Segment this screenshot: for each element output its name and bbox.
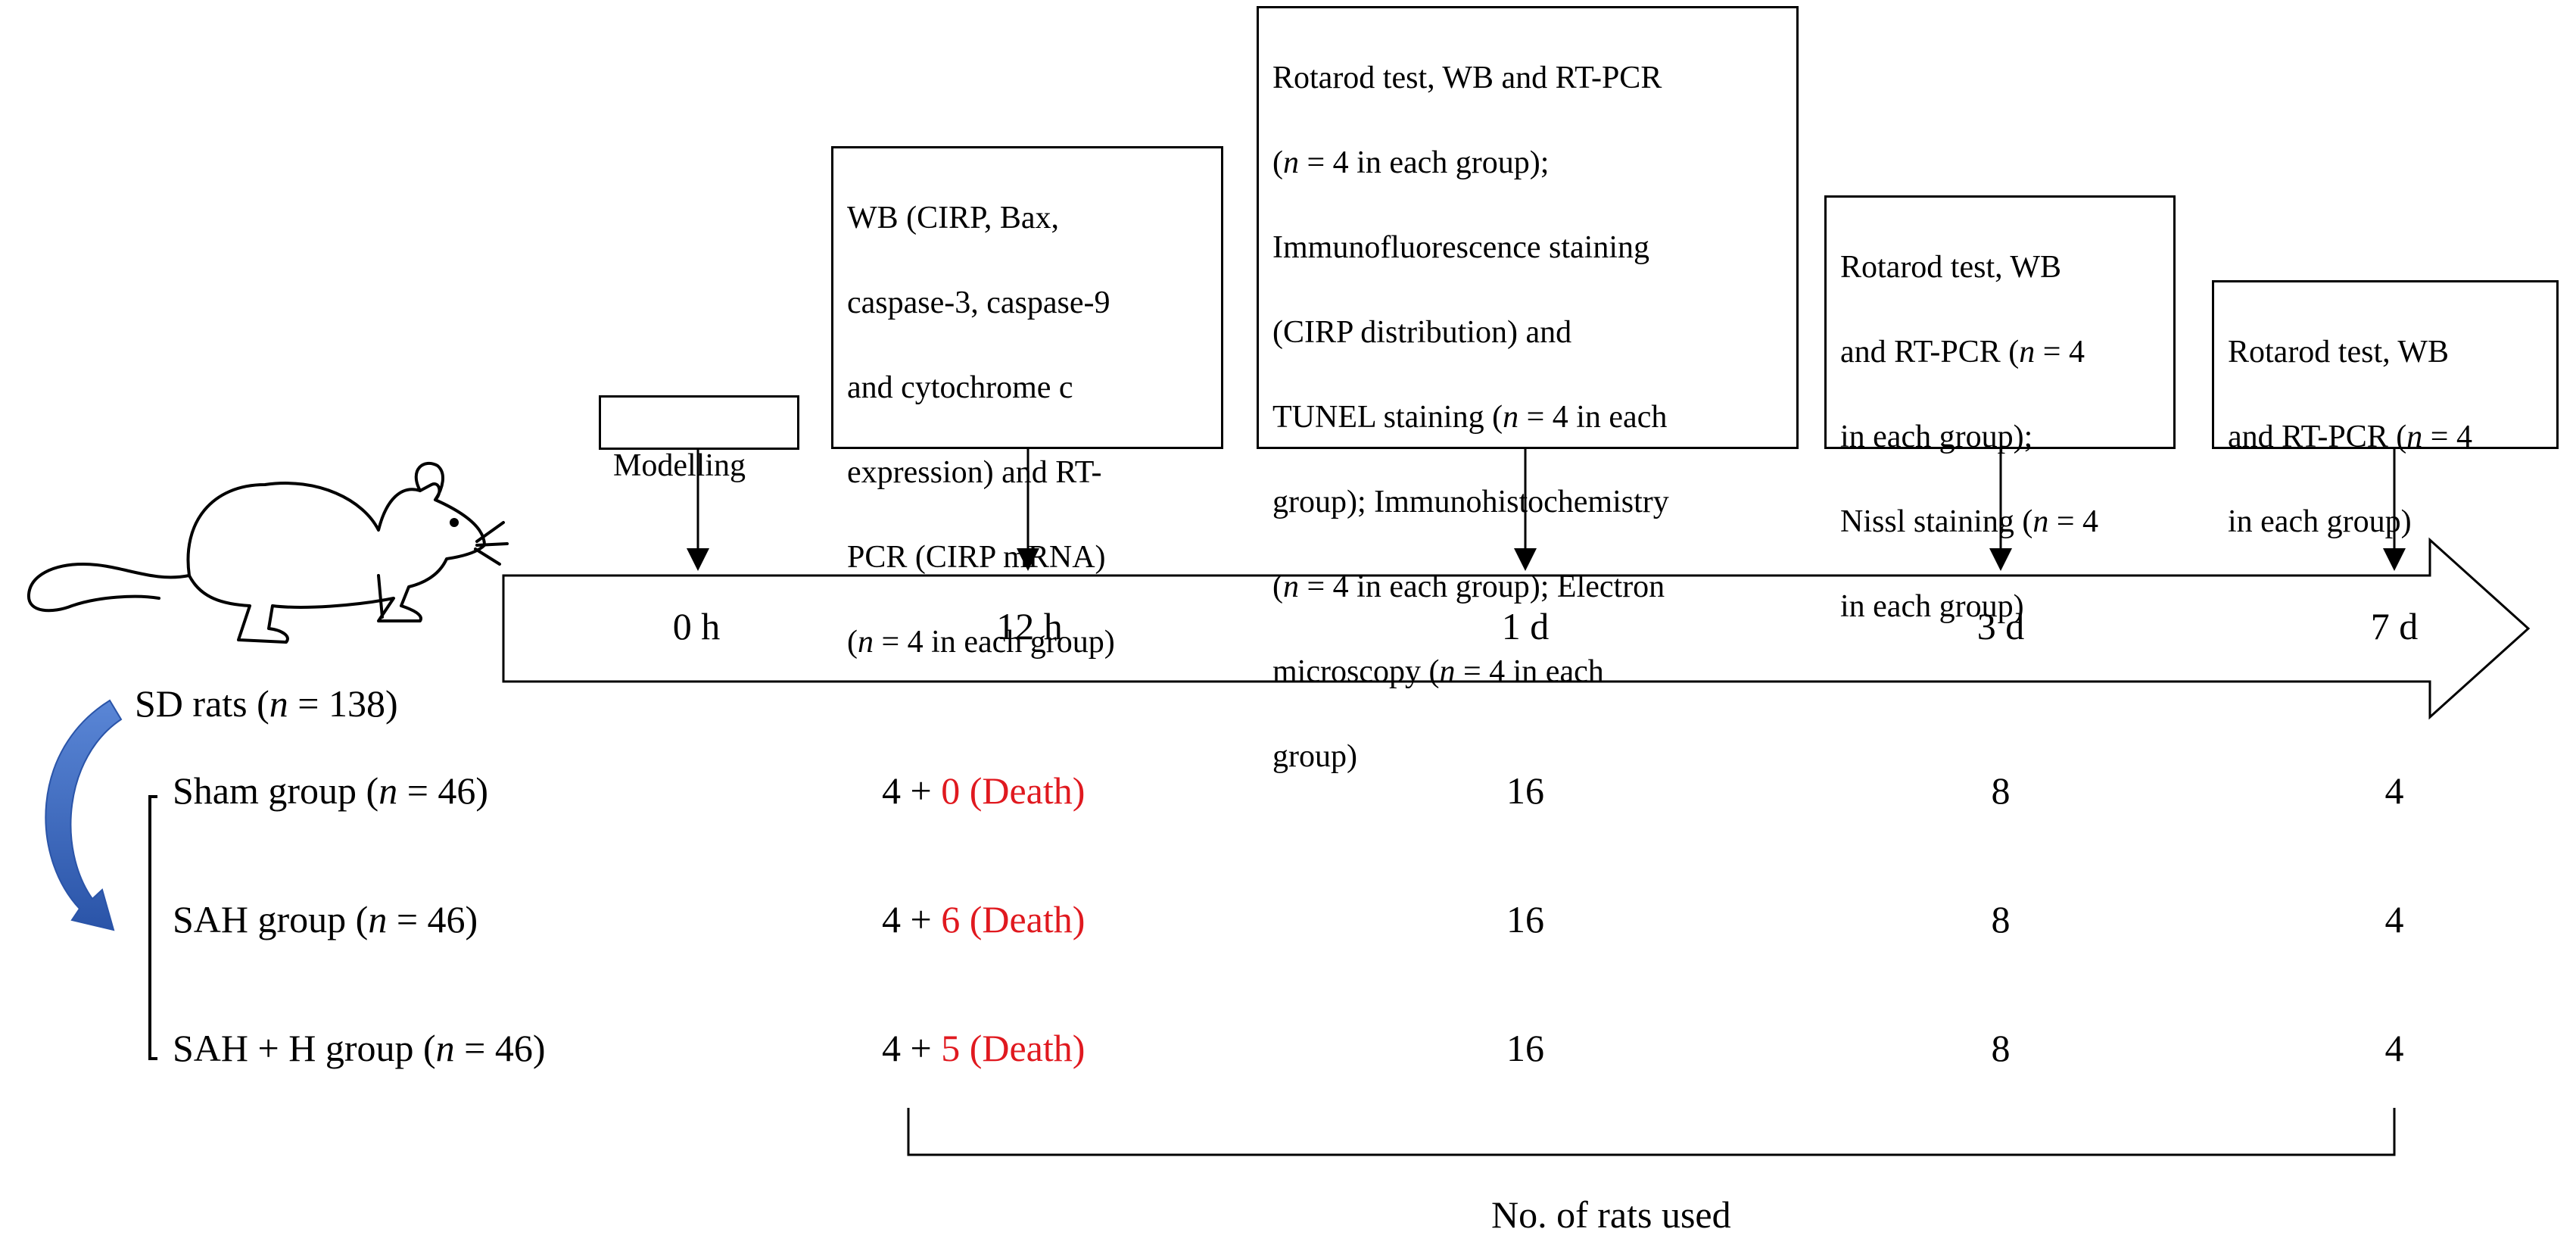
rats-total-label: SD rats (n = 138) (135, 682, 398, 725)
count-3d-sham: 8 (1991, 769, 2011, 812)
event-box-modelling: Modelling (599, 395, 799, 483)
event-line: (n = 4 in each group); (1272, 145, 1550, 180)
count-bracket (907, 1108, 2396, 1156)
event-line: and RT-PCR (n = 4 (1840, 335, 2085, 370)
count-12h-sah: 4 + 6 (Death) (882, 897, 1085, 941)
count-base: 4 + (882, 1027, 942, 1069)
event-text-modelling: Modelling (613, 448, 746, 483)
timeline-arrow (502, 537, 2531, 720)
event-line: Immunofluorescence staining (1272, 230, 1650, 265)
event-line: Rotarod test, WB and RT-PCR (1272, 61, 1662, 95)
tick-0h: 0 h (672, 605, 721, 647)
count-base: 4 + (882, 769, 942, 812)
count-7d-sah: 4 (2384, 898, 2404, 940)
event-line: group) (1272, 739, 1357, 774)
count-3d-sah: 8 (1991, 898, 2011, 940)
tick-12h: 12 h (996, 605, 1063, 647)
event-line: and RT-PCR (n = 4 (2228, 420, 2472, 454)
event-line: and cytochrome c (847, 370, 1073, 405)
event-line: in each group) (1840, 589, 2024, 624)
rat-icon (26, 461, 509, 644)
event-line: group); Immunohistochemistry (1272, 485, 1669, 519)
group-label-sham: Sham group (n = 46) (173, 769, 489, 812)
count-base: 4 + (882, 898, 942, 940)
count-1d-sah: 16 (1506, 898, 1544, 940)
curved-arrow (45, 699, 123, 931)
event-line: (CIRP distribution) and (1272, 315, 1572, 350)
tick-3d: 3 d (1976, 605, 2025, 647)
event-box-12h: WB (CIRP, Bax, caspase-3, caspase-9 and … (831, 146, 1223, 660)
count-1d-sah-h: 16 (1506, 1027, 1544, 1069)
footer-label: No. of rats used (1491, 1193, 1731, 1236)
event-line: in each group); (1840, 420, 2033, 454)
count-death: 6 (Death) (941, 898, 1086, 940)
count-7d-sham: 4 (2384, 769, 2404, 812)
event-line: Rotarod test, WB (1840, 250, 2062, 285)
event-line: (n = 4 in each group); Electron (1272, 569, 1665, 604)
event-line: WB (CIRP, Bax, (847, 201, 1060, 236)
event-line: in each group) (2228, 504, 2412, 539)
count-7d-sah-h: 4 (2384, 1027, 2404, 1069)
event-line: Nissl staining (n = 4 (1840, 504, 2099, 539)
group-label-sah: SAH group (n = 46) (173, 898, 478, 940)
event-line: PCR (CIRP mRNA) (847, 540, 1106, 575)
count-death: 0 (Death) (941, 769, 1086, 812)
event-line: TUNEL staining (n = 4 in each (1272, 400, 1668, 435)
count-3d-sah-h: 8 (1991, 1027, 2011, 1069)
event-line: Rotarod test, WB (2228, 335, 2450, 370)
count-death: 5 (Death) (941, 1027, 1086, 1069)
event-line: expression) and RT- (847, 455, 1102, 490)
event-line: caspase-3, caspase-9 (847, 285, 1110, 320)
count-12h-sah-h: 4 + 5 (Death) (882, 1026, 1085, 1070)
tick-7d: 7 d (2370, 605, 2419, 647)
count-12h-sham: 4 + 0 (Death) (882, 769, 1085, 813)
tick-1d: 1 d (1501, 605, 1550, 647)
event-box-1d: Rotarod test, WB and RT-PCR (n = 4 in ea… (1257, 6, 1799, 774)
event-box-3d: Rotarod test, WB and RT-PCR (n = 4 in ea… (1824, 195, 2176, 624)
group-label-sah-h: SAH + H group (n = 46) (173, 1027, 546, 1069)
event-line: (n = 4 in each group) (847, 625, 1115, 660)
event-box-7d: Rotarod test, WB and RT-PCR (n = 4 in ea… (2212, 280, 2559, 539)
count-1d-sham: 16 (1506, 769, 1544, 812)
group-bracket (148, 795, 157, 1060)
event-line: microscopy (n = 4 in each (1272, 654, 1604, 689)
